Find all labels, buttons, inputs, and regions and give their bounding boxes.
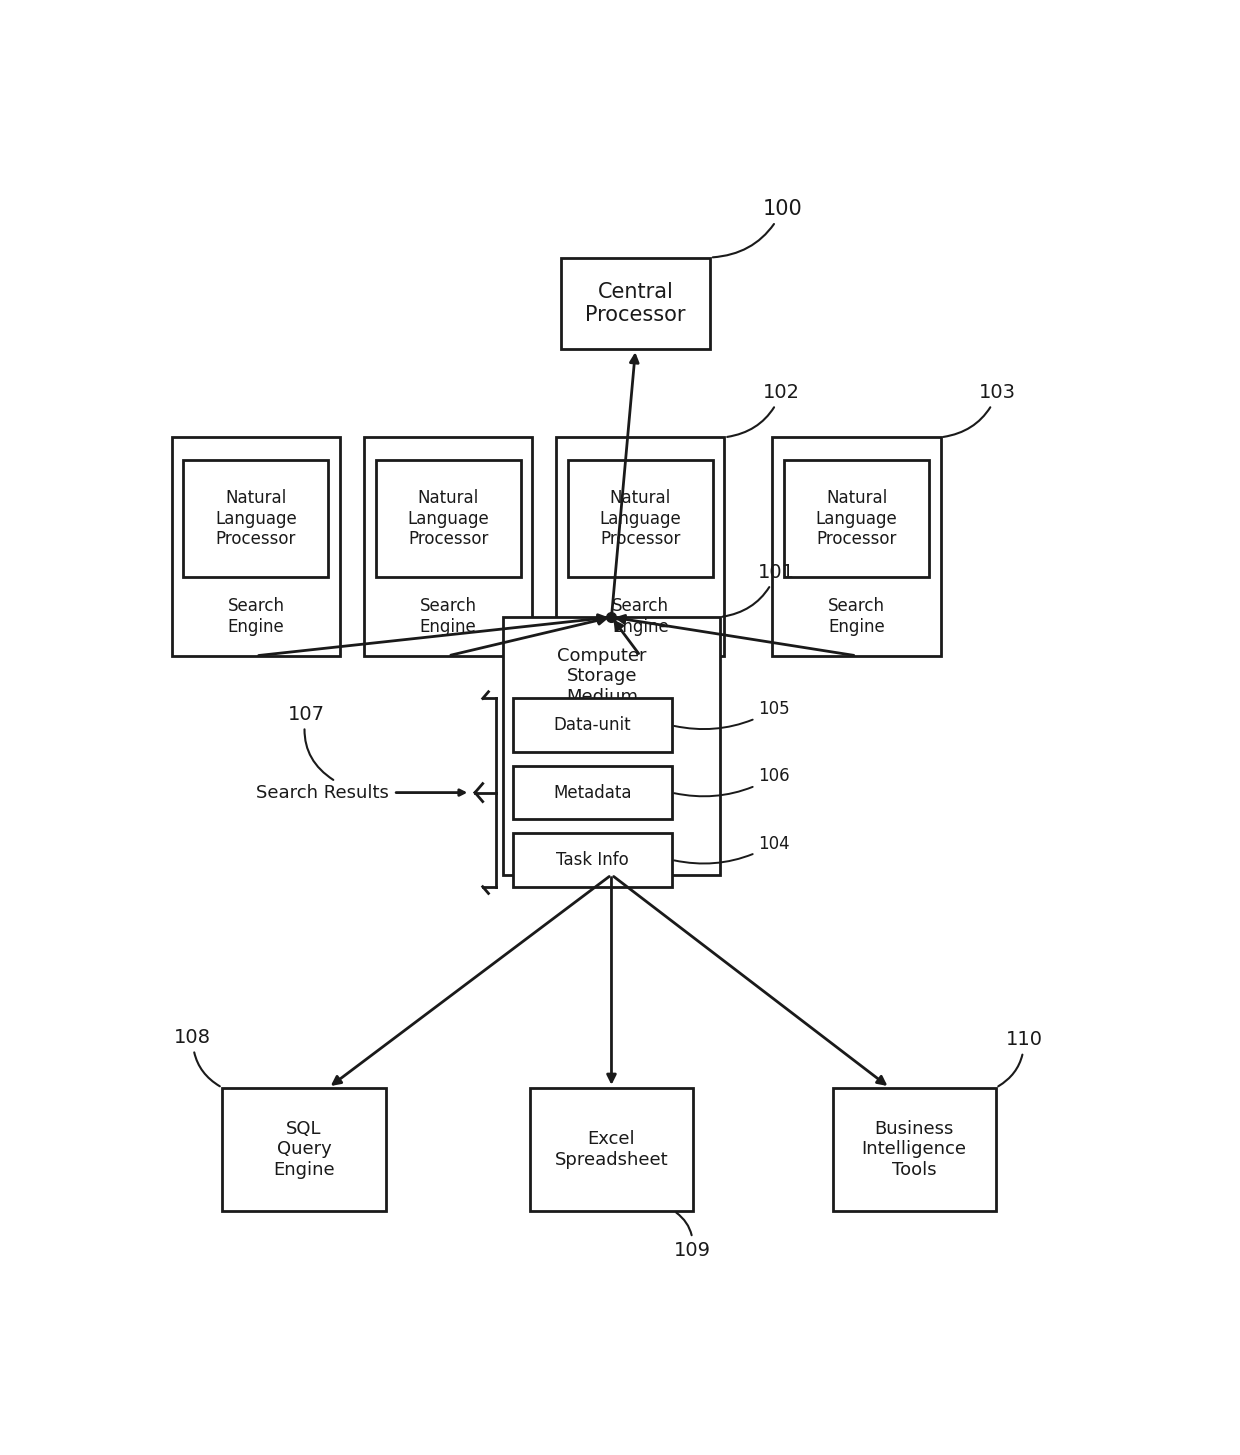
Text: Natural
Language
Processor: Natural Language Processor	[215, 489, 296, 549]
FancyBboxPatch shape	[568, 460, 713, 578]
FancyBboxPatch shape	[222, 1088, 386, 1211]
Text: Natural
Language
Processor: Natural Language Processor	[599, 489, 681, 549]
Text: 105: 105	[675, 700, 790, 729]
FancyBboxPatch shape	[773, 438, 941, 656]
Text: Search
Engine: Search Engine	[828, 597, 885, 636]
FancyBboxPatch shape	[513, 698, 672, 752]
Text: 107: 107	[288, 704, 334, 780]
Text: 106: 106	[675, 767, 790, 796]
FancyBboxPatch shape	[365, 438, 532, 656]
FancyBboxPatch shape	[784, 460, 929, 578]
Text: Task Info: Task Info	[556, 851, 629, 869]
FancyBboxPatch shape	[172, 438, 340, 656]
FancyBboxPatch shape	[529, 1088, 693, 1211]
FancyBboxPatch shape	[184, 460, 329, 578]
Text: 102: 102	[727, 383, 800, 436]
Text: 104: 104	[675, 835, 790, 863]
Text: Metadata: Metadata	[553, 784, 631, 802]
FancyBboxPatch shape	[832, 1088, 996, 1211]
Text: 103: 103	[944, 383, 1016, 436]
Text: 108: 108	[174, 1027, 219, 1087]
FancyBboxPatch shape	[503, 617, 719, 874]
Text: Business
Intelligence
Tools: Business Intelligence Tools	[862, 1119, 967, 1179]
Text: Search
Engine: Search Engine	[419, 597, 476, 636]
FancyBboxPatch shape	[557, 438, 724, 656]
Text: Search Results: Search Results	[255, 784, 388, 802]
Text: Computer
Storage
Medium: Computer Storage Medium	[557, 646, 646, 706]
Text: 109: 109	[675, 1212, 711, 1260]
Text: Natural
Language
Processor: Natural Language Processor	[816, 489, 898, 549]
Text: 101: 101	[723, 563, 795, 617]
Text: Search
Engine: Search Engine	[611, 597, 668, 636]
Text: 110: 110	[998, 1030, 1043, 1087]
Text: 100: 100	[713, 199, 802, 258]
Text: Excel
Spreadsheet: Excel Spreadsheet	[554, 1131, 668, 1168]
Text: SQL
Query
Engine: SQL Query Engine	[273, 1119, 335, 1179]
Text: Natural
Language
Processor: Natural Language Processor	[407, 489, 489, 549]
Text: Search
Engine: Search Engine	[227, 597, 284, 636]
FancyBboxPatch shape	[513, 765, 672, 819]
FancyBboxPatch shape	[376, 460, 521, 578]
Text: Data-unit: Data-unit	[553, 716, 631, 735]
FancyBboxPatch shape	[513, 832, 672, 886]
Text: Central
Processor: Central Processor	[585, 282, 686, 324]
FancyBboxPatch shape	[560, 258, 711, 349]
